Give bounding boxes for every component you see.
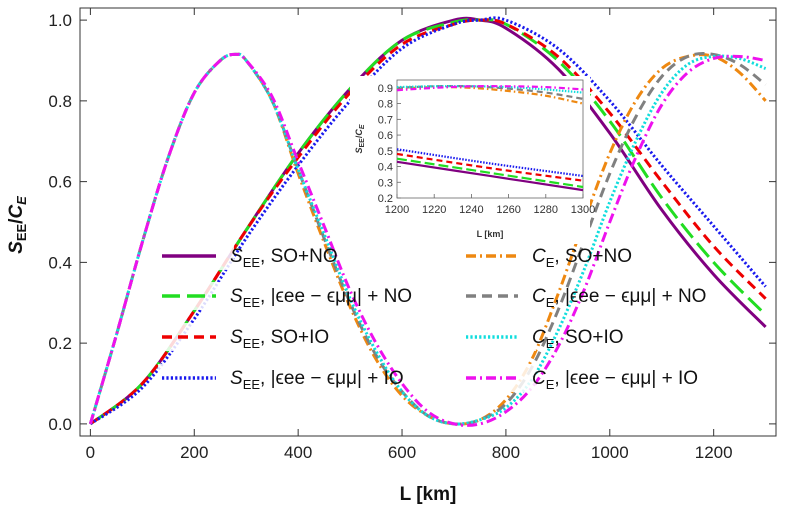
inset-series-line-8	[396, 85, 584, 92]
inset-y-tick-label: 0.7	[378, 114, 393, 126]
x-tick-label: 400	[284, 443, 312, 462]
inset-y-tick-label: 0.4	[378, 162, 393, 174]
inset-series-line-1	[396, 160, 584, 192]
y-tick-label: 0.6	[48, 173, 72, 192]
legend-label-subscript: EE	[243, 255, 261, 270]
inset-x-tick-label: 1200	[385, 204, 409, 216]
legend-label-rest: , |ϵee − ϵμμ| + IO	[260, 368, 404, 389]
inset-y-axis-label-sub: EE	[359, 138, 366, 148]
y-axis-label: SEE/CE	[6, 196, 29, 254]
inset-frame	[396, 79, 584, 199]
legend-label-subscript: EE	[243, 295, 261, 310]
legend-label-rest: , |ϵee − ϵμμ| + NO	[554, 286, 706, 307]
y-axis-label-slash: /	[6, 218, 27, 224]
x-tick-label: 800	[492, 443, 520, 462]
main-axes: 0 200 400 600 800 1000 1200 0.0 0.2 0.4 0.6 0.8 1.0	[48, 7, 777, 462]
legend-label-subscript: E	[546, 255, 555, 270]
legend-label-subscript: E	[546, 295, 555, 310]
legend-label-symbol: C	[532, 286, 546, 307]
legend-label-rest: , SO+IO	[260, 327, 329, 348]
inset-y-tick-label: 0.9	[378, 83, 393, 95]
series-line-7	[88, 52, 767, 426]
inset-series-line-2	[396, 157, 584, 189]
legend-label-subscript: E	[546, 336, 555, 351]
y-tick-label: 0.8	[48, 92, 72, 111]
legend-label-symbol: S	[230, 246, 243, 267]
inset-y-tick-label: 0.3	[378, 177, 393, 189]
legend-label-rest: , |ϵee − ϵμμ| + NO	[260, 286, 412, 307]
series-line-8	[88, 52, 766, 427]
y-axis-label-sub: EE	[14, 224, 29, 242]
legend-label-symbol: S	[230, 327, 243, 348]
series-line-3	[89, 18, 767, 426]
inset-series-line-4	[396, 148, 584, 178]
inset-y-axis-label: SEE/CE	[354, 124, 366, 153]
legend-label-rest: , |ϵee − ϵμμ| + IO	[554, 368, 698, 389]
x-tick-label: 200	[180, 443, 208, 462]
inset-x-tick-label: 1260	[496, 204, 520, 216]
inset-x-tick-label: 1220	[422, 204, 446, 216]
legend-bg	[158, 364, 234, 392]
x-tick-label: 0	[86, 443, 95, 462]
legend-label-subscript: E	[546, 377, 555, 392]
inset-x-axis-label: L [km]	[477, 229, 504, 239]
inset-x-tick-label: 1280	[534, 204, 558, 216]
y-tick-label: 0.2	[48, 334, 72, 353]
inset-y-axis-label-csub: E	[359, 124, 366, 129]
legend-label: CE, |ϵee − ϵμμ| + IO	[532, 368, 698, 392]
legend-label-symbol: C	[532, 327, 546, 348]
inset-background	[350, 76, 590, 244]
y-tick-label: 1.0	[48, 11, 72, 30]
legend-label-rest: , SO+NO	[554, 246, 632, 267]
inset-chart: 1200 1220 1240 1260 1280 1300 0.2 0.3 0.4 0.5 0.6 0…	[350, 76, 595, 244]
inset-series-line-7	[396, 85, 584, 94]
legend-label-symbol: C	[532, 246, 546, 267]
legend-label-symbol: S	[230, 368, 243, 389]
series-line-6	[88, 52, 767, 426]
inset-series-line-5	[396, 85, 584, 105]
inset-y-tick-label: 0.6	[378, 130, 393, 142]
y-axis-label-s: S	[6, 241, 27, 254]
legend-label-subscript: EE	[243, 377, 261, 392]
legend-label: SEE, |ϵee − ϵμμ| + NO	[230, 286, 412, 310]
x-tick-label: 1000	[591, 443, 629, 462]
y-tick-label: 0.0	[48, 415, 72, 434]
legend-label: SEE, |ϵee − ϵμμ| + IO	[230, 368, 404, 392]
inset-y-axis-label-slash: /	[354, 135, 364, 138]
x-axis-label: L [km]	[400, 484, 457, 505]
inset-y-tick-label: 0.2	[378, 193, 393, 205]
inset-series-line-3	[396, 152, 584, 182]
x-tick-label: 1200	[695, 443, 733, 462]
inset-x-tick-label: 1240	[459, 204, 483, 216]
legend-label: CE, SO+NO	[532, 246, 632, 270]
legend-label-symbol: S	[230, 286, 243, 307]
y-axis-label-csub: E	[14, 196, 29, 205]
inset-x-tick-label: 1300	[571, 204, 595, 216]
legend-label-rest: , SO+NO	[260, 246, 338, 267]
legend-label-rest: , SO+IO	[554, 327, 623, 348]
x-tick-label: 600	[388, 443, 416, 462]
legend-label: CE, |ϵee − ϵμμ| + NO	[532, 286, 706, 310]
legend-label: SEE, SO+NO	[230, 246, 338, 270]
plot-frame	[79, 7, 777, 437]
legend-label: SEE, SO+IO	[230, 327, 329, 351]
legend-label-subscript: EE	[243, 336, 261, 351]
legend-label: CE, SO+IO	[532, 327, 624, 351]
inset-y-tick-label: 0.8	[378, 99, 393, 111]
legend-label-symbol: C	[532, 368, 546, 389]
y-tick-label: 0.4	[48, 253, 72, 272]
y-axis-label-c: C	[6, 205, 27, 219]
inset-y-axis-label-c: C	[354, 129, 364, 136]
inset-y-tick-label: 0.5	[378, 146, 393, 158]
inset-y-axis-label-s: S	[354, 148, 364, 154]
